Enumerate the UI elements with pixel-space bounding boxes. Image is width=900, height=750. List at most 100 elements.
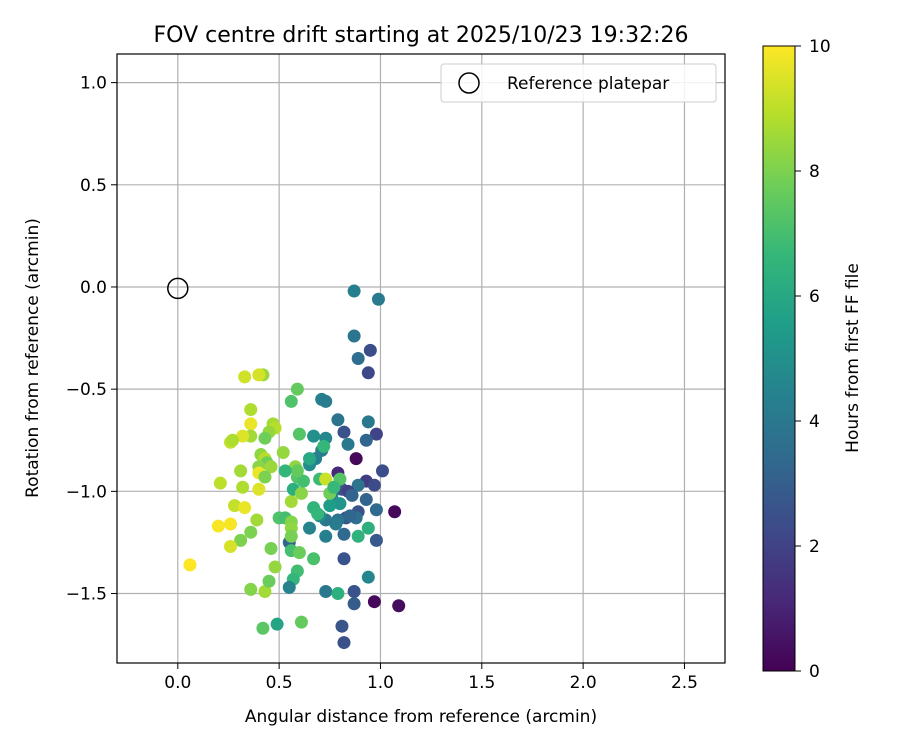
scatter-point xyxy=(337,636,351,650)
scatter-point xyxy=(236,480,250,494)
y-tick-label: −1.5 xyxy=(66,585,107,605)
y-tick-label: 0.5 xyxy=(80,176,107,196)
scatter-point xyxy=(252,368,266,382)
scatter-point xyxy=(183,558,197,572)
scatter-point xyxy=(347,597,361,611)
x-tick-label: 1.0 xyxy=(367,673,394,693)
scatter-point xyxy=(341,437,355,451)
scatter-point xyxy=(369,533,383,547)
scatter-point xyxy=(294,486,308,500)
scatter-point xyxy=(258,584,272,598)
colorbar-tick-label: 8 xyxy=(809,162,820,182)
colorbar-tick-label: 10 xyxy=(809,37,831,57)
scatter-point xyxy=(234,533,248,547)
colorbar-tick-label: 2 xyxy=(809,537,820,557)
colorbar: 0 2 4 6 8 10 Hours from first FF file xyxy=(762,37,863,682)
scatter-point xyxy=(228,499,242,513)
scatter-point xyxy=(282,580,296,594)
scatter-points xyxy=(183,284,406,650)
y-axis-ticks: 1.0 0.5 0.0 −0.5 −1.0 −1.5 xyxy=(66,74,117,605)
scatter-point xyxy=(256,621,270,635)
colorbar-tick-label: 6 xyxy=(809,287,820,307)
scatter-point xyxy=(244,525,258,539)
legend: Reference platepar xyxy=(440,63,717,103)
scatter-point xyxy=(327,480,341,494)
x-axis-label: Angular distance from reference (arcmin) xyxy=(245,707,597,727)
y-tick-label: −1.0 xyxy=(66,482,107,502)
scatter-point xyxy=(359,493,373,507)
scatter-point xyxy=(278,464,292,478)
scatter-point xyxy=(392,599,406,613)
scatter-point xyxy=(223,517,237,531)
scatter-point xyxy=(264,542,278,556)
plot-frame xyxy=(116,53,726,664)
scatter-point xyxy=(284,394,298,408)
y-tick-label: 0.0 xyxy=(80,278,107,298)
scatter-point xyxy=(296,474,310,488)
chart-title: FOV centre drift starting at 2025/10/23 … xyxy=(154,23,689,48)
scatter-point xyxy=(252,482,266,496)
scatter-point xyxy=(347,329,361,343)
scatter-point xyxy=(345,488,359,502)
scatter-point xyxy=(211,519,225,533)
scatter-point xyxy=(307,429,321,443)
scatter-point xyxy=(284,495,298,509)
scatter-point xyxy=(317,439,331,453)
scatter-point xyxy=(311,507,325,521)
scatter-point xyxy=(331,587,345,601)
colorbar-tick-label: 0 xyxy=(809,662,820,682)
scatter-point xyxy=(335,619,349,633)
grid-lines xyxy=(117,54,725,663)
scatter-point xyxy=(343,509,357,523)
scatter-point xyxy=(264,460,278,474)
y-tick-label: 1.0 xyxy=(80,74,107,94)
scatter-point xyxy=(351,352,365,365)
scatter-point xyxy=(250,513,264,527)
scatter-point xyxy=(284,529,298,543)
scatter-point xyxy=(319,529,333,543)
scatter-point xyxy=(347,584,361,598)
scatter-point xyxy=(303,452,317,466)
scatter-point xyxy=(319,472,333,486)
colorbar-label: Hours from first FF file xyxy=(843,263,863,453)
scatter-point xyxy=(331,413,345,427)
scatter-point xyxy=(367,478,381,492)
scatter-point xyxy=(294,615,308,629)
scatter-point xyxy=(361,366,375,380)
scatter-point xyxy=(337,425,351,439)
scatter-point xyxy=(363,343,377,357)
scatter-point xyxy=(292,427,306,441)
x-tick-label: 1.5 xyxy=(468,673,495,693)
scatter-point xyxy=(244,403,258,417)
scatter-point xyxy=(361,521,375,535)
scatter-point xyxy=(236,429,250,443)
scatter-point xyxy=(244,417,258,431)
x-axis-ticks: 0.0 0.5 1.0 1.5 2.0 2.5 xyxy=(164,663,698,693)
scatter-point xyxy=(268,560,282,574)
colorbar-tick-label: 4 xyxy=(809,412,820,432)
legend-box xyxy=(440,63,717,103)
x-tick-label: 2.5 xyxy=(671,673,698,693)
scatter-point xyxy=(270,617,284,631)
scatter-point xyxy=(319,394,333,408)
colorbar-gradient xyxy=(762,45,796,672)
scatter-point xyxy=(359,433,373,447)
scatter-point xyxy=(234,464,248,478)
scatter-point xyxy=(333,497,347,511)
scatter-point xyxy=(303,521,317,535)
scatter-point xyxy=(367,595,381,609)
scatter-point xyxy=(238,501,252,515)
x-tick-label: 0.0 xyxy=(164,673,191,693)
scatter-point xyxy=(349,452,363,466)
x-tick-label: 0.5 xyxy=(266,673,293,693)
scatter-point xyxy=(351,529,365,543)
scatter-point xyxy=(388,505,402,519)
scatter-point xyxy=(307,552,321,566)
scatter-point xyxy=(351,478,365,492)
scatter-point xyxy=(290,382,304,396)
scatter-point xyxy=(223,540,237,554)
scatter-point xyxy=(258,470,272,484)
reference-platepar-marker xyxy=(167,277,189,300)
scatter-point xyxy=(226,433,240,447)
scatter-point xyxy=(276,446,290,460)
